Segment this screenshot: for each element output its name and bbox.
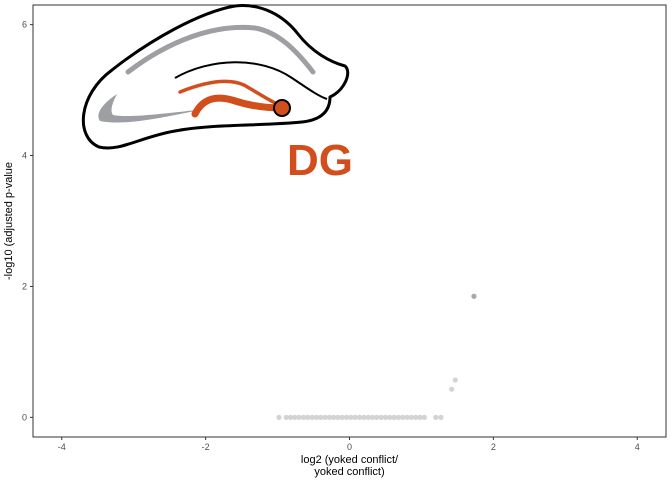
region-marker (273, 99, 291, 117)
data-point (369, 414, 376, 420)
hippocampus-inner-contour (174, 61, 328, 100)
x-tick-label: 2 (491, 442, 496, 452)
axis-ticks-layer: -4 -2 0 2 4 0 2 4 6 (22, 20, 640, 452)
data-point (335, 414, 341, 420)
x-tick-label: -4 (58, 442, 66, 452)
data-point (322, 414, 328, 420)
data-point (344, 414, 350, 420)
data-point (300, 414, 307, 420)
data-point (417, 414, 423, 420)
data-point (287, 414, 294, 420)
data-point (276, 414, 282, 420)
data-point (352, 414, 358, 420)
data-point (296, 414, 302, 420)
ca-layer-lower (98, 94, 205, 123)
plot-frame (32, 4, 667, 438)
data-point (449, 386, 455, 392)
data-point (283, 414, 289, 420)
data-point (326, 414, 332, 420)
data-point (378, 414, 384, 420)
data-point (387, 414, 393, 420)
data-point (452, 377, 458, 383)
x-tick-label: 0 (347, 442, 352, 452)
data-point (438, 414, 444, 420)
data-points-layer (276, 293, 477, 420)
y-tick-label: 4 (22, 151, 27, 161)
data-point (395, 414, 402, 420)
data-point (408, 414, 414, 420)
data-point (374, 414, 380, 420)
data-point (305, 414, 311, 420)
dentate-gyrus-lower-blade (191, 94, 285, 118)
data-point (365, 414, 371, 420)
x-axis-title-line-2: yoked conflict) (314, 466, 384, 478)
x-tick-label: 4 (635, 442, 640, 452)
data-point (433, 414, 439, 420)
y-tick-label: 0 (22, 412, 27, 422)
y-axis-title: -log10 (adjusted p-value (3, 162, 15, 280)
data-point (421, 414, 427, 420)
x-axis-title-line-1: log2 (yoked conflict/ (301, 454, 399, 466)
data-point (413, 414, 419, 420)
data-point-highlight (471, 293, 477, 299)
data-point (400, 414, 406, 420)
data-point (391, 414, 397, 420)
dentate-gyrus-upper-blade (178, 79, 283, 108)
data-point (361, 414, 367, 420)
hippocampus-schematic-icon: DG (81, 4, 353, 185)
data-point (292, 414, 298, 420)
data-point (339, 414, 345, 420)
data-point (331, 414, 337, 420)
y-tick-label: 6 (22, 20, 27, 30)
x-tick-label: -2 (202, 442, 210, 452)
ca-layer-upper (125, 24, 316, 75)
data-point (318, 414, 324, 420)
data-point (309, 414, 315, 420)
data-point (313, 414, 320, 420)
data-point (404, 414, 410, 420)
hippocampus-outline (81, 4, 350, 150)
data-point (382, 414, 389, 420)
data-point (356, 414, 363, 420)
data-point (348, 414, 354, 420)
region-label: DG (287, 136, 353, 185)
y-tick-label: 2 (22, 281, 27, 291)
